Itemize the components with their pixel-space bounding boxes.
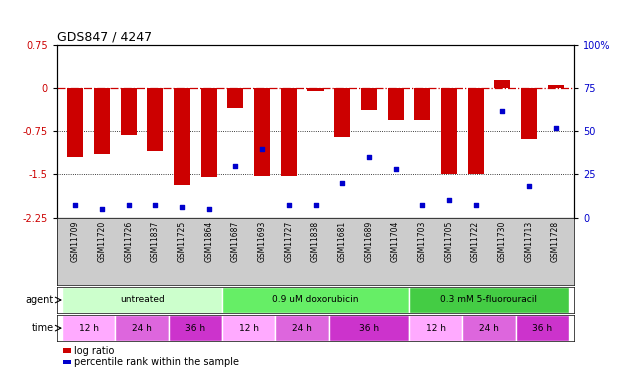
Point — [204, 206, 214, 212]
Text: 36 h: 36 h — [186, 324, 206, 333]
Text: GSM11838: GSM11838 — [311, 221, 320, 262]
Text: 24 h: 24 h — [133, 324, 152, 333]
Text: GSM11837: GSM11837 — [151, 221, 160, 262]
Bar — [521, 88, 537, 139]
Point — [417, 202, 427, 208]
Text: GSM11727: GSM11727 — [285, 221, 293, 262]
Point — [71, 202, 81, 208]
Point — [124, 202, 134, 208]
Text: percentile rank within the sample: percentile rank within the sample — [74, 357, 239, 367]
Text: 24 h: 24 h — [292, 324, 312, 333]
Point — [97, 206, 107, 212]
Text: GSM11728: GSM11728 — [551, 221, 560, 262]
Point — [310, 202, 321, 208]
Bar — [468, 88, 483, 174]
Bar — [62, 315, 115, 341]
Bar — [334, 88, 350, 137]
Bar — [201, 88, 217, 177]
Bar — [387, 88, 403, 120]
Bar — [68, 88, 83, 157]
Bar — [94, 88, 110, 154]
Text: 24 h: 24 h — [479, 324, 498, 333]
Bar — [361, 88, 377, 110]
Text: 36 h: 36 h — [359, 324, 379, 333]
Bar — [516, 315, 569, 341]
Bar — [222, 315, 276, 341]
Point — [177, 204, 187, 210]
Text: 12 h: 12 h — [239, 324, 259, 333]
Text: GSM11722: GSM11722 — [471, 221, 480, 262]
Bar — [276, 315, 329, 341]
Point — [524, 183, 534, 189]
Text: untreated: untreated — [120, 296, 165, 304]
Bar — [462, 315, 516, 341]
Text: GSM11713: GSM11713 — [524, 221, 533, 262]
Bar — [62, 287, 222, 313]
Text: GSM11730: GSM11730 — [498, 221, 507, 262]
Text: GSM11720: GSM11720 — [98, 221, 107, 262]
Text: GSM11689: GSM11689 — [364, 221, 374, 262]
Point — [337, 180, 347, 186]
Point — [391, 166, 401, 172]
Point — [364, 154, 374, 160]
Point — [550, 125, 560, 131]
Bar — [222, 287, 409, 313]
Text: GSM11693: GSM11693 — [257, 221, 267, 262]
Point — [497, 108, 507, 114]
Text: GSM11725: GSM11725 — [178, 221, 187, 262]
Text: GSM11705: GSM11705 — [444, 221, 453, 262]
Bar — [115, 315, 169, 341]
Text: agent: agent — [25, 295, 54, 305]
Text: 12 h: 12 h — [425, 324, 445, 333]
Bar — [121, 88, 137, 135]
Bar — [494, 80, 510, 88]
Bar — [169, 315, 222, 341]
Text: 0.3 mM 5-fluorouracil: 0.3 mM 5-fluorouracil — [440, 296, 538, 304]
Point — [230, 163, 240, 169]
Point — [150, 202, 160, 208]
Bar — [148, 88, 163, 152]
Text: GDS847 / 4247: GDS847 / 4247 — [57, 31, 152, 44]
Text: GSM11681: GSM11681 — [338, 221, 346, 262]
Text: 12 h: 12 h — [79, 324, 99, 333]
Text: 0.9 uM doxorubicin: 0.9 uM doxorubicin — [272, 296, 359, 304]
Bar — [548, 85, 563, 88]
Text: time: time — [32, 323, 54, 333]
Text: GSM11704: GSM11704 — [391, 221, 400, 262]
Text: GSM11726: GSM11726 — [124, 221, 133, 262]
Bar — [441, 88, 457, 174]
Text: GSM11703: GSM11703 — [418, 221, 427, 262]
Bar — [414, 88, 430, 120]
Point — [471, 202, 481, 208]
Bar — [254, 88, 270, 176]
Point — [257, 146, 267, 152]
Text: GSM11687: GSM11687 — [231, 221, 240, 262]
Bar — [281, 88, 297, 176]
Point — [284, 202, 294, 208]
Text: GSM11709: GSM11709 — [71, 221, 80, 262]
Bar — [409, 315, 462, 341]
Text: log ratio: log ratio — [74, 346, 114, 355]
Bar — [174, 88, 190, 185]
Bar — [409, 287, 569, 313]
Bar — [307, 88, 324, 91]
Text: 36 h: 36 h — [532, 324, 552, 333]
Text: GSM11864: GSM11864 — [204, 221, 213, 262]
Point — [444, 197, 454, 203]
Bar — [228, 88, 244, 108]
Bar — [329, 315, 409, 341]
